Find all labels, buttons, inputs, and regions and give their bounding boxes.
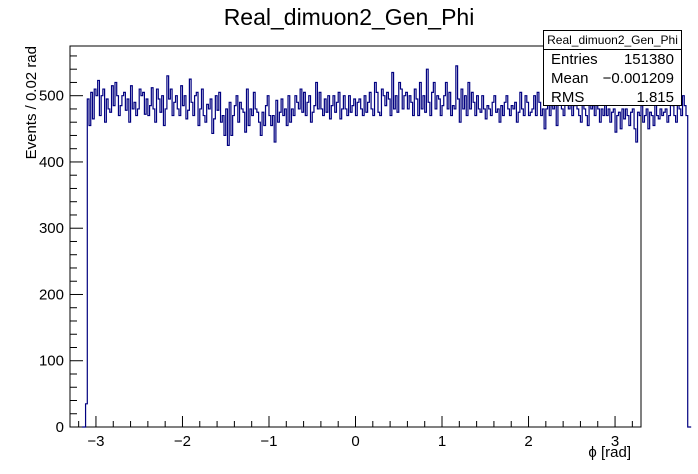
chart-title: Real_dimuon2_Gen_Phi: [223, 4, 475, 30]
y-tick-label: 500: [39, 88, 64, 105]
stats-entries-value: 151380: [623, 51, 674, 68]
stats-box: Real_dimuon2_Gen_Phi Entries 151380 Mean…: [543, 30, 682, 106]
x-axis-title: ϕ [rad]: [588, 444, 631, 461]
stats-row-entries: Entries 151380: [544, 50, 681, 69]
y-tick-label: 0: [56, 419, 64, 436]
axis-labels: −3 −2 −1 0 1 2 3 0 100 200 300 400 500 ϕ [rad] Events …: [23, 46, 631, 461]
x-tick-label: 3: [611, 433, 619, 450]
y-tick-label: 300: [39, 220, 64, 237]
stats-rms-value: 1.815: [636, 89, 674, 106]
stats-rms-label: RMS: [551, 89, 585, 106]
x-tick-label: −1: [260, 433, 277, 450]
x-tick-label: 0: [351, 433, 359, 450]
x-tick-label: 1: [438, 433, 446, 450]
stats-mean-label: Mean: [551, 70, 589, 87]
stats-row-mean: Mean −0.001209: [544, 69, 681, 88]
y-tick-label: 400: [39, 154, 64, 171]
x-tick-label: 2: [524, 433, 532, 450]
y-axis-title: Events / 0.02 rad: [23, 46, 40, 159]
histogram-series: [82, 65, 692, 428]
stats-row-rms: RMS 1.815: [544, 88, 681, 107]
x-tick-label: −3: [87, 433, 104, 450]
y-tick-label: 200: [39, 286, 64, 303]
stats-mean-value: −0.001209: [602, 70, 674, 87]
stats-box-name: Real_dimuon2_Gen_Phi: [544, 31, 681, 50]
axes: [69, 45, 642, 428]
x-tick-label: −2: [174, 433, 191, 450]
y-tick-label: 100: [39, 353, 64, 370]
stats-entries-label: Entries: [551, 51, 598, 68]
